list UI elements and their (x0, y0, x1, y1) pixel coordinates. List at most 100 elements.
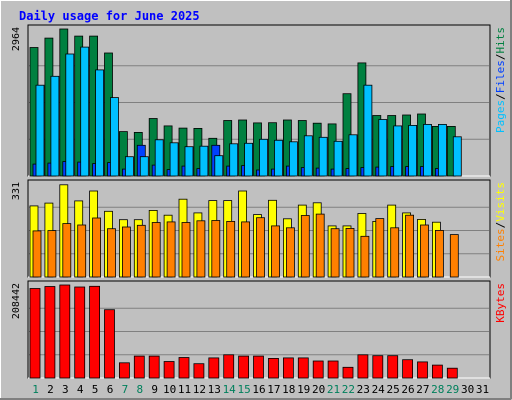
panel-kbytes: 208442 KBytes (11, 280, 507, 379)
bar-kbytes-day-18 (282, 357, 294, 379)
bar-pages-day-27 (423, 124, 432, 177)
day-label-10: 10 (163, 383, 176, 396)
bar-pages-day-8 (139, 156, 149, 177)
bar-kbytes-day-7 (119, 362, 130, 379)
day-label-20: 20 (312, 383, 325, 396)
bar-pages-day-7 (125, 156, 134, 177)
bar-kbytes-day-15 (238, 355, 250, 379)
bars (29, 28, 462, 177)
bar-sites-day-3 (62, 223, 72, 278)
y-axis-max-label: 208442 (11, 283, 22, 319)
bar-pages-day-16 (259, 138, 268, 177)
legend-entry: / (494, 54, 507, 61)
legend-entry: Sites (494, 228, 507, 261)
day-label-27: 27 (416, 383, 429, 396)
bar-pages-day-22 (348, 134, 358, 177)
legend-entry: Files (494, 60, 507, 93)
day-label-15: 15 (237, 383, 250, 396)
bar-pages-day-6 (110, 97, 119, 177)
y-axis-max-label: 331 (11, 182, 22, 200)
bar-kbytes-day-26 (402, 359, 414, 379)
bar-sites-day-12 (196, 220, 206, 278)
bar-kbytes-day-3 (59, 284, 71, 379)
bar-sites-day-23 (360, 235, 370, 278)
day-label-29: 29 (446, 383, 459, 396)
legend-entry: Pages (494, 100, 507, 133)
bar-pages-day-3 (65, 53, 75, 177)
day-label-16: 16 (252, 383, 265, 396)
bar-pages-day-28 (437, 124, 447, 177)
legend-entry: / (494, 222, 507, 229)
bar-sites-day-18 (285, 227, 295, 278)
bar-pages-day-13 (214, 155, 224, 177)
bar-kbytes-day-14 (223, 354, 235, 379)
panel-visits_sites: 331 Sites/Visits (11, 179, 507, 278)
bars (29, 284, 458, 379)
bar-kbytes-day-8 (133, 355, 145, 379)
bar-kbytes-day-22 (342, 366, 354, 379)
panel-legend: Sites/Visits (494, 182, 507, 262)
bar-kbytes-day-2 (44, 286, 56, 379)
day-label-14: 14 (223, 383, 237, 396)
bar-kbytes-day-28 (431, 364, 443, 379)
bar-kbytes-day-1 (29, 288, 41, 379)
bar-sites-day-19 (300, 215, 310, 278)
bar-kbytes-day-24 (372, 355, 384, 379)
day-label-7: 7 (122, 383, 129, 396)
bar-sites-day-22 (345, 227, 355, 278)
bar-pages-day-1 (35, 84, 45, 177)
bar-kbytes-day-13 (208, 357, 220, 379)
bar-sites-day-16 (256, 217, 265, 278)
bar-sites-day-5 (92, 217, 101, 278)
bar-sites-day-4 (77, 224, 87, 278)
bar-sites-day-26 (405, 214, 415, 278)
bar-kbytes-day-6 (104, 309, 115, 379)
day-label-24: 24 (372, 383, 386, 396)
bar-kbytes-day-4 (74, 286, 86, 379)
day-label-12: 12 (193, 383, 206, 396)
day-label-4: 4 (77, 383, 84, 396)
bar-pages-day-4 (80, 46, 90, 177)
bar-pages-day-12 (199, 145, 209, 177)
day-label-5: 5 (92, 383, 99, 396)
bar-sites-day-9 (151, 222, 161, 278)
bar-kbytes-day-17 (268, 357, 279, 379)
day-label-30: 30 (461, 383, 474, 396)
bar-sites-day-24 (375, 218, 385, 278)
bar-pages-day-5 (95, 69, 104, 177)
bar-pages-day-10 (169, 142, 179, 177)
day-label-28: 28 (431, 383, 444, 396)
bar-kbytes-day-12 (193, 363, 205, 379)
bar-pages-day-20 (318, 136, 328, 177)
day-label-25: 25 (386, 383, 399, 396)
legend-entry: Visits (494, 182, 507, 222)
bar-sites-day-13 (211, 220, 221, 278)
day-label-21: 21 (327, 383, 340, 396)
chart-panels: 2964Pages/Files/Hits331Sites/Visits20844… (11, 24, 507, 379)
day-label-13: 13 (208, 383, 221, 396)
bar-kbytes-day-10 (163, 361, 175, 379)
y-axis-max-label: 2964 (11, 27, 22, 51)
panel-legend: KBytes (494, 283, 507, 323)
day-label-1: 1 (32, 383, 39, 396)
legend-entry: Hits (494, 27, 507, 54)
bar-pages-day-23 (363, 84, 373, 177)
bar-sites-day-7 (122, 226, 131, 278)
bar-kbytes-day-20 (312, 360, 324, 379)
bar-sites-day-11 (181, 222, 191, 278)
day-label-6: 6 (107, 383, 114, 396)
bar-kbytes-day-29 (446, 367, 458, 379)
bar-sites-day-8 (136, 224, 146, 278)
bar-kbytes-day-11 (178, 357, 190, 379)
bar-pages-day-2 (50, 75, 60, 177)
bar-kbytes-day-5 (89, 285, 100, 379)
bar-sites-day-27 (420, 224, 429, 278)
bar-pages-day-18 (288, 141, 298, 177)
legend-entry: / (494, 93, 507, 100)
bar-pages-day-21 (333, 140, 343, 177)
bar-kbytes-day-25 (387, 355, 399, 379)
legend-entry: KBytes (494, 283, 507, 323)
day-label-23: 23 (357, 383, 370, 396)
day-label-8: 8 (136, 383, 143, 396)
